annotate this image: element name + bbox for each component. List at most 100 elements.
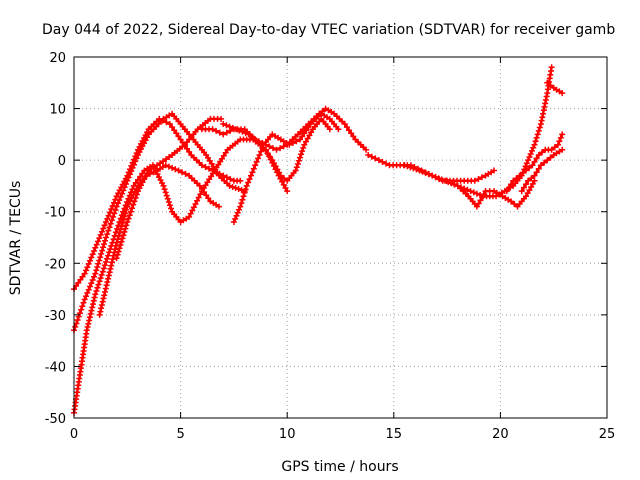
data-point: [86, 317, 93, 324]
data-point: [81, 270, 88, 277]
data-point: [105, 227, 112, 234]
data-point: [197, 191, 204, 198]
data-point: [516, 172, 523, 179]
data-point: [470, 189, 477, 196]
data-point: [477, 197, 484, 204]
data-point: [308, 129, 315, 136]
data-point: [451, 181, 458, 188]
data-point: [95, 281, 102, 288]
data-point: [124, 219, 131, 225]
data-point: [108, 206, 115, 213]
data-point: [121, 228, 128, 235]
series-track-6: [198, 105, 370, 153]
data-point: [118, 223, 125, 230]
data-point: [548, 146, 555, 153]
data-point: [289, 140, 296, 146]
data-point: [112, 207, 119, 213]
data-point: [276, 169, 283, 176]
data-point: [284, 188, 291, 195]
data-point: [238, 200, 245, 207]
data-point: [100, 244, 107, 251]
data-point: [299, 148, 306, 155]
data-point: [126, 212, 133, 219]
data-point: [256, 152, 263, 158]
data-point: [98, 271, 105, 278]
series-track-5: [113, 115, 225, 262]
data-point: [97, 275, 104, 282]
data-point: [123, 206, 130, 213]
data-point: [528, 184, 535, 190]
data-point: [531, 141, 538, 148]
data-point: [209, 126, 216, 133]
data-point: [272, 163, 279, 170]
data-point: [279, 178, 286, 185]
data-point: [89, 304, 96, 311]
data-point: [301, 130, 308, 137]
data-point: [161, 186, 168, 193]
data-point: [297, 154, 303, 161]
data-point: [85, 260, 92, 267]
data-point: [529, 147, 535, 154]
data-point: [80, 299, 87, 306]
ticks: [73, 56, 608, 419]
data-point: [526, 187, 533, 194]
data-point: [226, 123, 233, 130]
data-point: [79, 273, 86, 280]
data-point: [101, 222, 108, 229]
data-point: [245, 179, 252, 186]
data-point: [125, 174, 132, 181]
data-point: [223, 174, 230, 181]
y-axis-label: SDTVAR / TECUs: [8, 181, 24, 296]
series-track-11: [444, 177, 538, 210]
data-point: [503, 188, 510, 195]
data-point: [123, 181, 129, 187]
data-point: [177, 136, 184, 143]
x-tick-labels: 0 5 10 15 20 25: [70, 427, 615, 442]
data-point: [526, 164, 533, 171]
data-point: [280, 143, 287, 150]
data-point: [253, 158, 260, 165]
data-point: [294, 161, 301, 167]
x-tick-label: 25: [599, 427, 616, 442]
data-point: [99, 268, 106, 275]
data-point: [194, 197, 201, 204]
data-point: [109, 259, 115, 266]
series-track-9: [365, 152, 497, 184]
data-point: [105, 275, 112, 282]
data-point: [135, 176, 141, 183]
data-point: [518, 188, 525, 195]
data-point: [107, 265, 114, 272]
data-point: [103, 259, 109, 265]
data-point: [540, 110, 546, 117]
data-point: [81, 296, 88, 303]
data-point: [163, 119, 170, 126]
data-point: [541, 159, 548, 166]
data-point: [335, 126, 342, 133]
x-tick-label: 20: [492, 427, 509, 442]
data-point: [301, 141, 308, 148]
data-point: [523, 160, 530, 167]
data-point: [375, 157, 382, 164]
data-point: [480, 191, 487, 198]
data-point: [533, 155, 540, 162]
data-point: [203, 192, 210, 199]
data-point: [99, 228, 105, 235]
data-point: [101, 292, 108, 299]
data-point: [237, 203, 244, 210]
data-point: [243, 182, 250, 189]
series-track-13: [518, 146, 566, 195]
data-point: [100, 265, 107, 272]
series-line: [232, 112, 340, 224]
data-point: [262, 147, 269, 154]
data-point: [83, 327, 90, 334]
data-point: [121, 184, 128, 191]
data-point: [88, 254, 95, 261]
data-point: [277, 145, 284, 152]
data-point: [115, 248, 122, 255]
data-point: [535, 152, 542, 158]
data-point: [326, 126, 333, 133]
data-point: [531, 158, 538, 165]
series-track-3: [71, 136, 291, 416]
data-point: [150, 169, 157, 176]
data-point: [559, 131, 566, 138]
